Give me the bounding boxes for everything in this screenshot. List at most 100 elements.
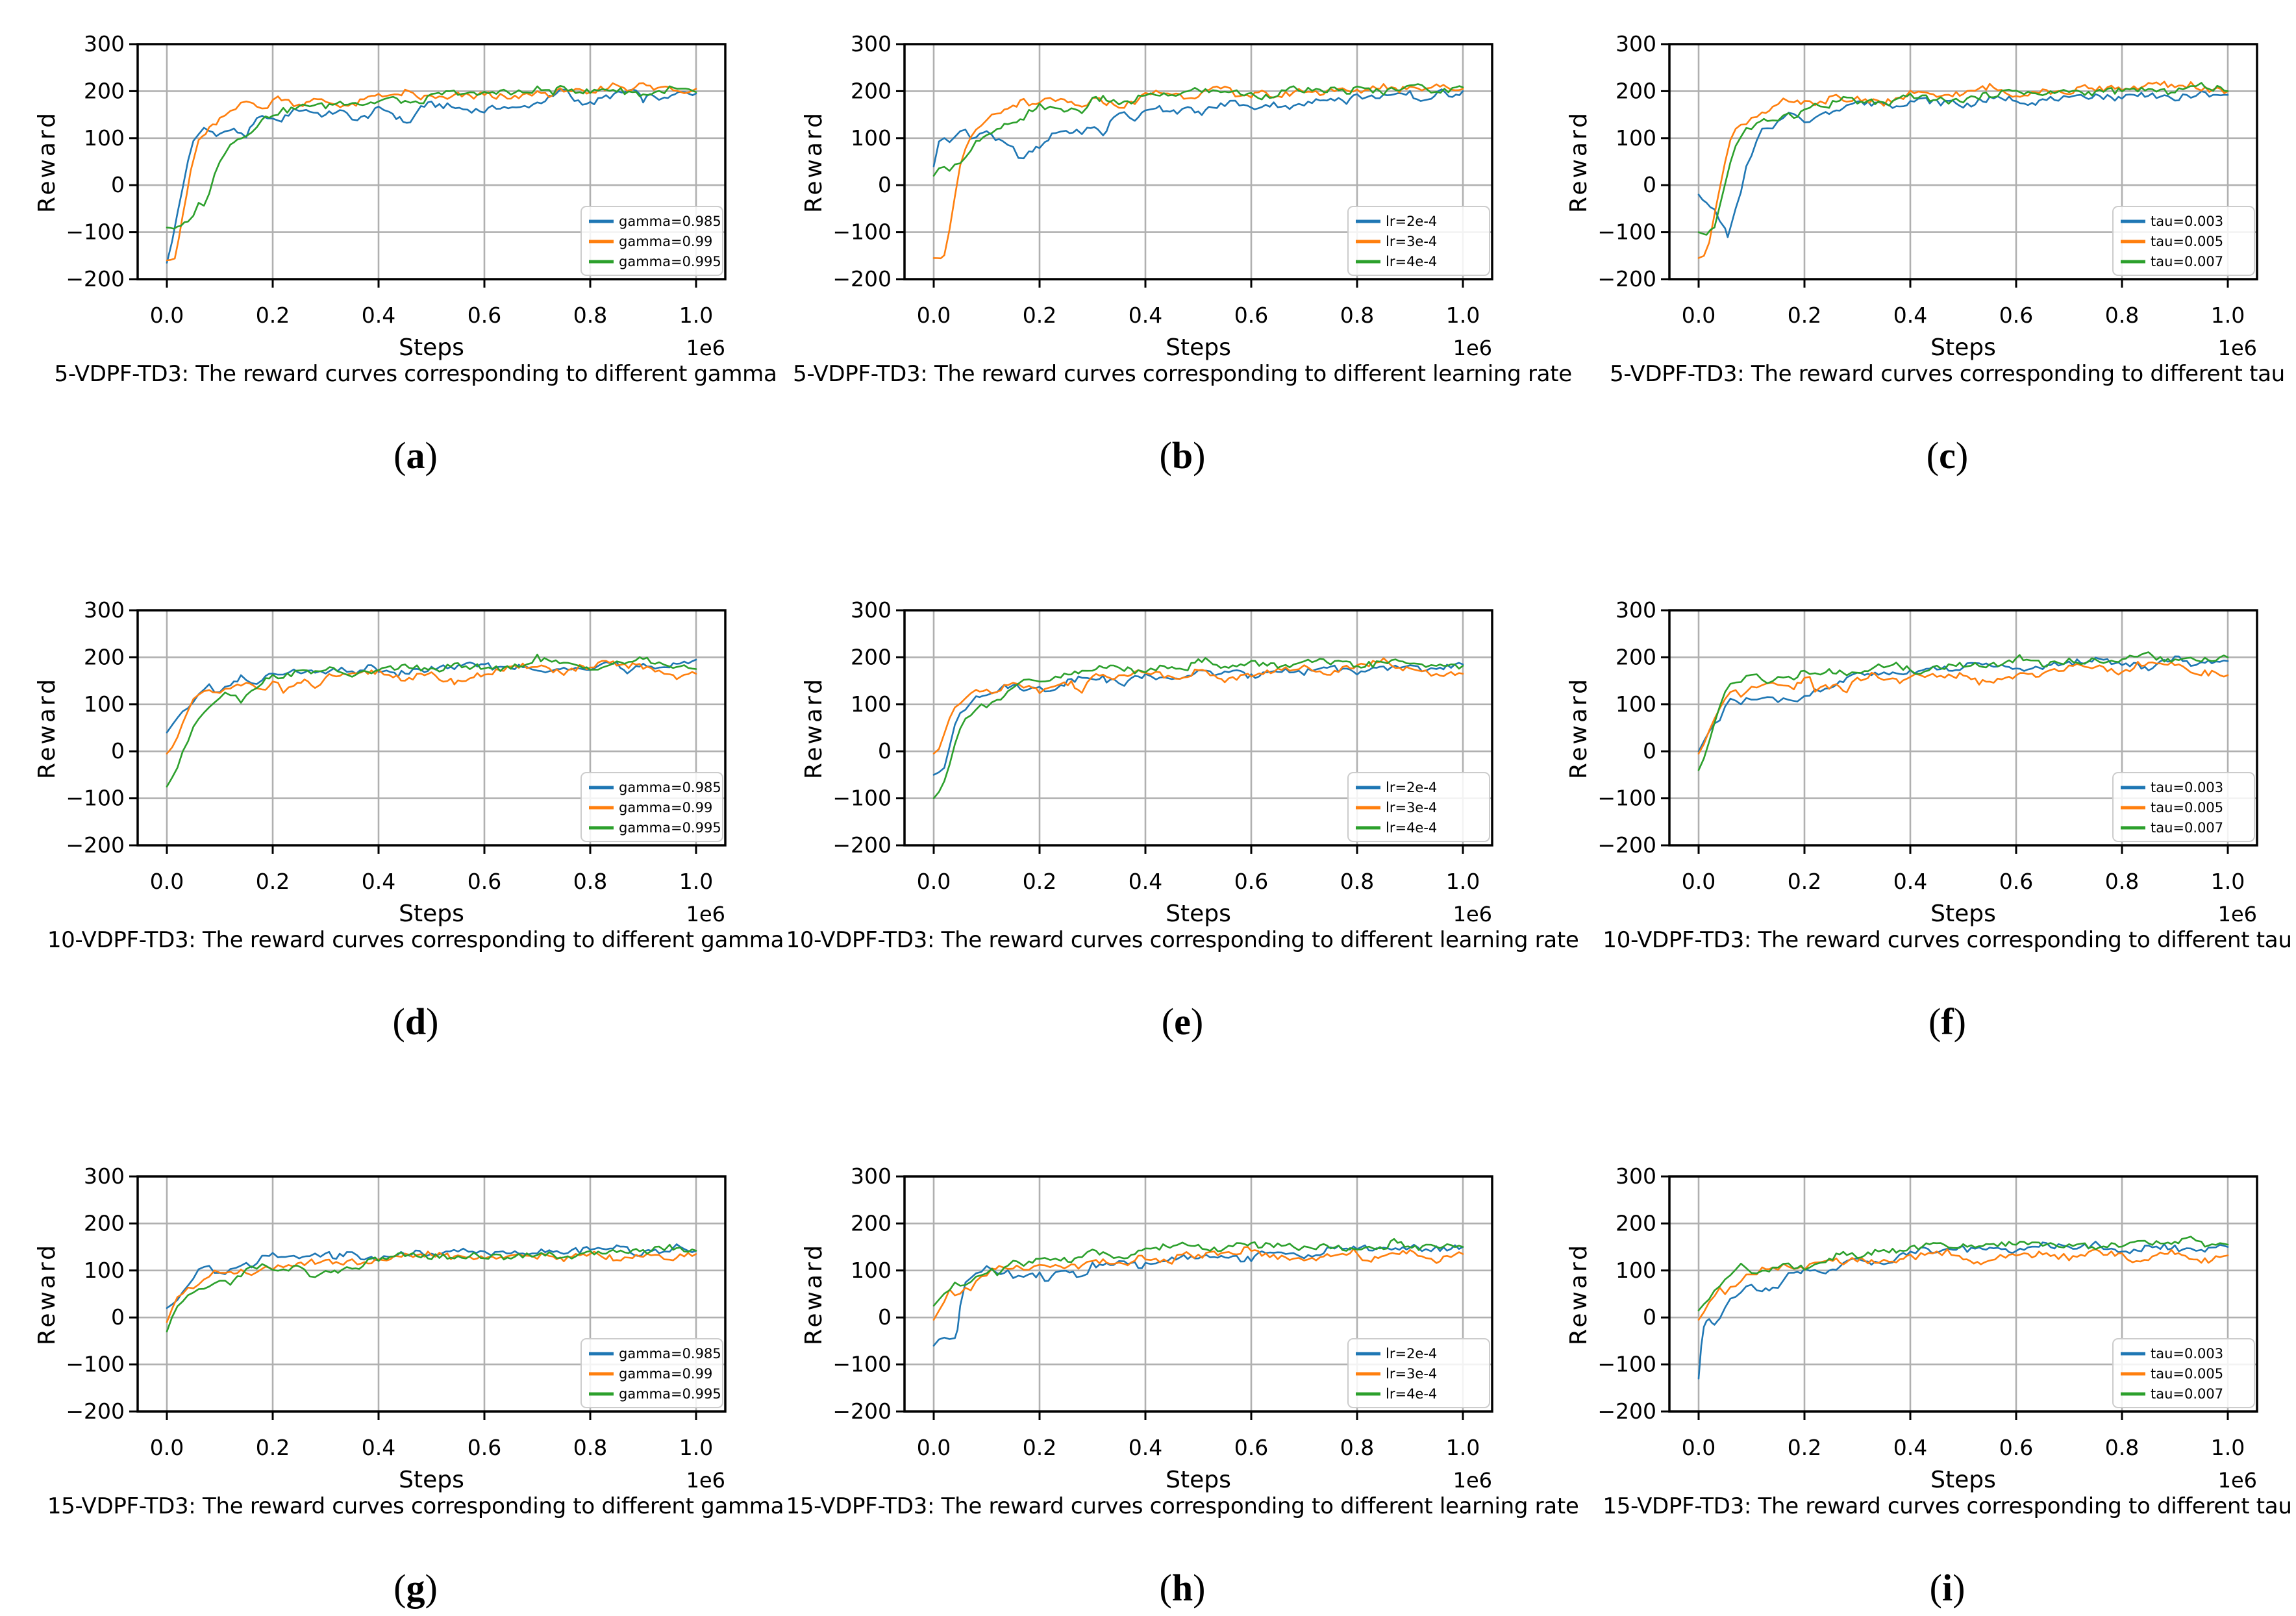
subplot-d: 0.0 0.2 0.4 0.6 0.8 1.0 −200 −100 0 100 200 300 Rewa…: [0, 566, 784, 1131]
y-tick-label: −100: [1597, 786, 1656, 811]
y-tick-label: −100: [66, 219, 125, 245]
x-tick-label: 0.0: [1682, 869, 1716, 894]
plot-frame: [136, 1175, 727, 1413]
x-tick-label: 0.6: [468, 1435, 501, 1460]
y-tick-label: 100: [851, 1258, 892, 1283]
series-lines: [166, 653, 697, 788]
letter-paren: (: [393, 434, 406, 477]
y-tick-label: 300: [1616, 31, 1656, 56]
x-tick-label: 0.4: [1129, 1435, 1162, 1460]
series-tau=0.003: [1697, 90, 2229, 238]
x-axis-offset-label: 1e6: [686, 336, 725, 360]
chart-h-canvas: 0.0 0.2 0.4 0.6 0.8 1.0 −200 −100 0 100 200 300 Rewa…: [801, 1163, 1493, 1493]
legend-label: tau=0.005: [2151, 234, 2223, 249]
letter-paren: (: [393, 1567, 406, 1609]
y-tick-label: 200: [851, 1210, 892, 1236]
axis-ticks: 0.0 0.2 0.4 0.6 0.8 1.0 −200 −100 0 100 200 300: [1597, 1163, 2245, 1460]
x-axis-offset-label: 1e6: [1453, 902, 1492, 926]
series-gamma=0.995: [166, 653, 697, 788]
y-tick-label: 300: [84, 1163, 125, 1189]
chart-g-canvas: 0.0 0.2 0.4 0.6 0.8 1.0 −200 −100 0 100 200 300 Rewa…: [34, 1163, 727, 1493]
y-tick-label: 200: [1616, 644, 1656, 669]
series-gamma=0.995: [166, 1243, 697, 1333]
series-lines: [1697, 651, 2229, 771]
x-tick-label: 0.4: [1893, 869, 1927, 894]
legend: gamma=0.985 gamma=0.99 gamma=0.995: [580, 772, 723, 842]
y-tick-label: −200: [832, 832, 892, 858]
chart-c-canvas: 0.0 0.2 0.4 0.6 0.8 1.0 −200 −100 0 100 200 300 Rewa…: [1566, 31, 2258, 361]
series-tau=0.007: [1697, 1236, 2229, 1311]
letter-paren: (: [1929, 1567, 1942, 1609]
letter-char: a: [406, 434, 425, 477]
chart-i-canvas: 0.0 0.2 0.4 0.6 0.8 1.0 −200 −100 0 100 200 300 Rewa…: [1566, 1163, 2258, 1493]
x-tick-label: 0.8: [2105, 1435, 2139, 1460]
legend-label: lr=2e-4: [1386, 1346, 1437, 1361]
legend-label: gamma=0.99: [619, 800, 712, 815]
series-tau=0.005: [1697, 81, 2229, 259]
series-gamma=0.985: [166, 88, 697, 264]
chart-letter: (g): [393, 1566, 438, 1610]
chart-letter: (h): [1160, 1566, 1206, 1610]
legend: gamma=0.985 gamma=0.99 gamma=0.995: [580, 1338, 723, 1408]
chart-letter: (f): [1928, 1000, 1966, 1043]
x-tick-label: 1.0: [1446, 303, 1480, 328]
y-tick-label: −100: [1597, 219, 1656, 245]
letter-paren: ): [1953, 1001, 1966, 1043]
y-tick-label: 200: [1616, 1210, 1656, 1236]
x-axis-label: Steps: [1166, 334, 1231, 361]
y-axis-label: Reward: [1566, 110, 1592, 213]
plot-frame: [1668, 609, 2258, 847]
y-tick-label: −100: [66, 1352, 125, 1377]
y-tick-label: 200: [84, 1210, 125, 1236]
legend-label: lr=3e-4: [1386, 1366, 1437, 1382]
x-tick-label: 0.8: [573, 869, 607, 894]
x-tick-label: 0.6: [1234, 303, 1268, 328]
chart-letter: (d): [393, 1000, 439, 1043]
series-gamma=0.99: [166, 660, 697, 755]
legend-label: gamma=0.995: [619, 1386, 721, 1402]
subplot-f: 0.0 0.2 0.4 0.6 0.8 1.0 −200 −100 0 100 200 300 Rewa…: [1532, 566, 2296, 1131]
y-tick-label: −100: [832, 786, 892, 811]
x-tick-label: 0.8: [2105, 869, 2139, 894]
legend-label: tau=0.007: [2151, 1386, 2223, 1402]
x-tick-label: 0.8: [1340, 1435, 1374, 1460]
legend-label: gamma=0.985: [619, 1346, 721, 1361]
legend: tau=0.003 tau=0.005 tau=0.007: [2112, 206, 2255, 276]
gridlines: [905, 610, 1492, 845]
x-axis-offset-label: 1e6: [2218, 336, 2257, 360]
chart-caption: 10-VDPF-TD3: The reward curves correspon…: [1603, 927, 2292, 953]
x-tick-label: 0.8: [2105, 303, 2139, 328]
letter-paren: ): [1953, 1567, 1965, 1609]
chart-b-canvas: 0.0 0.2 0.4 0.6 0.8 1.0 −200 −100 0 100 200 300 Rewa…: [801, 31, 1493, 361]
x-tick-label: 0.0: [917, 869, 951, 894]
series-lines: [166, 82, 697, 264]
y-tick-label: −200: [1597, 832, 1656, 858]
legend-label: tau=0.003: [2151, 214, 2223, 229]
x-tick-label: 1.0: [1446, 1435, 1480, 1460]
letter-char: i: [1941, 1567, 1953, 1609]
x-axis-offset-label: 1e6: [1453, 336, 1492, 360]
x-tick-label: 0.0: [1682, 303, 1716, 328]
x-tick-label: 0.0: [917, 303, 951, 328]
chart-caption: 10-VDPF-TD3: The reward curves correspon…: [786, 927, 1579, 953]
x-tick-label: 0.4: [362, 869, 395, 894]
y-axis-label: Reward: [1566, 677, 1592, 779]
x-tick-label: 0.2: [256, 303, 290, 328]
series-lr=2e-4: [932, 88, 1464, 168]
x-axis-offset-label: 1e6: [2218, 902, 2257, 926]
y-tick-label: −200: [1597, 1398, 1656, 1424]
chart-caption: 15-VDPF-TD3: The reward curves correspon…: [1603, 1493, 2292, 1519]
y-tick-label: 0: [111, 1304, 125, 1330]
y-tick-label: 200: [1616, 78, 1656, 103]
x-axis-label: Steps: [1930, 334, 1996, 361]
y-tick-label: 0: [878, 738, 892, 764]
letter-paren: ): [425, 434, 438, 477]
x-tick-label: 0.2: [1023, 303, 1056, 328]
legend: tau=0.003 tau=0.005 tau=0.007: [2112, 772, 2255, 842]
chart-e-canvas: 0.0 0.2 0.4 0.6 0.8 1.0 −200 −100 0 100 200 300 Rewa…: [801, 597, 1493, 927]
x-tick-label: 0.4: [1129, 303, 1162, 328]
chart-caption: 10-VDPF-TD3: The reward curves correspon…: [47, 927, 784, 953]
letter-char: c: [1939, 434, 1956, 477]
y-tick-label: 300: [84, 597, 125, 623]
legend-label: tau=0.003: [2151, 1346, 2223, 1361]
